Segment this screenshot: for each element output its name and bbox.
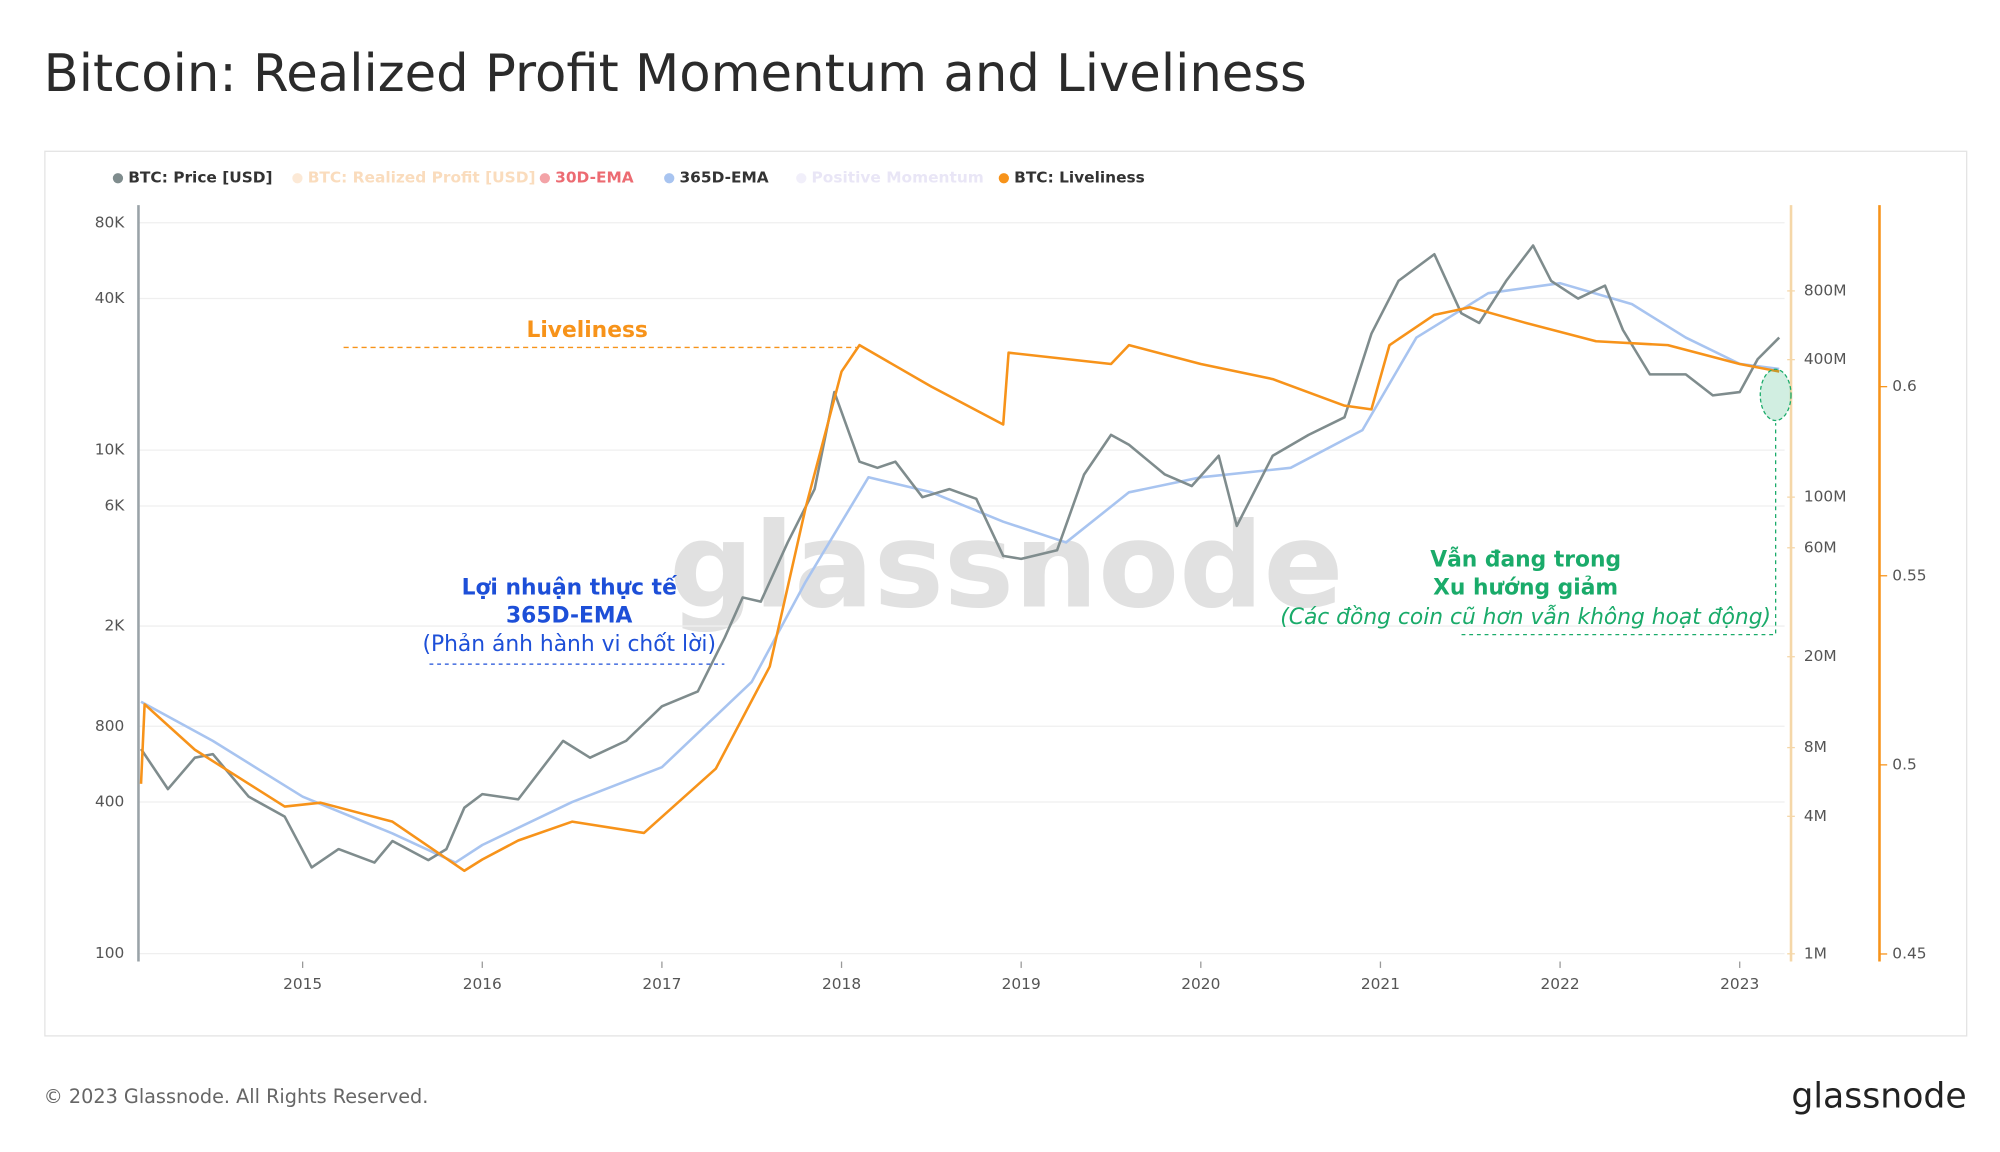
legend-label: Positive Momentum bbox=[812, 169, 984, 187]
y2-tick-label: 8M bbox=[1804, 738, 1827, 756]
y-tick-label: 10K bbox=[95, 441, 126, 459]
y-tick-label: 400 bbox=[95, 793, 124, 811]
x-tick-label: 2023 bbox=[1720, 975, 1759, 993]
y-tick-label: 40K bbox=[95, 289, 126, 307]
x-tick-label: 2018 bbox=[822, 975, 861, 993]
series-line bbox=[139, 306, 1780, 873]
x-tick-label: 2016 bbox=[463, 975, 502, 993]
annotation: (Các đồng coin cũ hơn vẫn không hoạt độn… bbox=[1280, 604, 1771, 630]
y3-tick-label: 0.6 bbox=[1892, 377, 1916, 395]
y-tick-label: 2K bbox=[104, 617, 125, 635]
legend-marker bbox=[796, 173, 807, 184]
chart-title: Bitcoin: Realized Profit Momentum and Li… bbox=[44, 44, 1307, 104]
y3-tick-label: 0.55 bbox=[1892, 566, 1926, 584]
x-tick-label: 2020 bbox=[1181, 975, 1220, 993]
y-tick-label: 80K bbox=[95, 213, 126, 231]
x-tick-label: 2017 bbox=[642, 975, 681, 993]
highlight bbox=[1759, 368, 1792, 422]
y-tick-label: 800 bbox=[95, 717, 124, 735]
annotation: Liveliness bbox=[526, 318, 647, 343]
y3-tick-label: 0.5 bbox=[1892, 755, 1916, 773]
series-line bbox=[140, 281, 1780, 864]
legend-label: BTC: Liveliness bbox=[1014, 169, 1145, 187]
legend-label: BTC: Realized Profit [USD] bbox=[308, 169, 536, 187]
brand-logo: glassnode bbox=[1791, 1076, 1966, 1116]
y-tick-label: 6K bbox=[104, 496, 125, 514]
x-tick-label: 2015 bbox=[283, 975, 322, 993]
chart-frame bbox=[44, 150, 1968, 1037]
legend-label: BTC: Price [USD] bbox=[128, 169, 272, 187]
y2-tick-label: 100M bbox=[1804, 488, 1847, 506]
legend-label: 365D-EMA bbox=[679, 169, 768, 187]
legend-label: 30D-EMA bbox=[555, 169, 634, 187]
watermark: glassnode bbox=[669, 498, 1343, 635]
y2-tick-label: 400M bbox=[1804, 350, 1847, 368]
legend-marker bbox=[292, 173, 303, 184]
series-line bbox=[139, 244, 1781, 869]
y-tick-label: 100 bbox=[95, 944, 124, 962]
annotation: (Phản ánh hành vi chốt lời) bbox=[423, 632, 716, 657]
x-tick-label: 2021 bbox=[1361, 975, 1400, 993]
y2-tick-label: 1M bbox=[1804, 944, 1827, 962]
y2-tick-label: 4M bbox=[1804, 807, 1827, 825]
annotation: 365D-EMA bbox=[506, 604, 633, 629]
annotation: Xu hướng giảm bbox=[1433, 575, 1618, 600]
y3-tick-label: 0.45 bbox=[1892, 944, 1926, 962]
y2-tick-label: 800M bbox=[1804, 281, 1847, 299]
legend-marker bbox=[998, 173, 1009, 184]
annotation: Vẫn đang trong bbox=[1430, 547, 1621, 572]
legend-marker bbox=[664, 173, 675, 184]
legend-marker bbox=[112, 173, 124, 184]
y2-tick-label: 20M bbox=[1804, 647, 1837, 665]
copyright: © 2023 Glassnode. All Rights Reserved. bbox=[44, 1085, 429, 1108]
plot-area: 100 400 800 2K 6K 10K 40K 80K 1M 4M 8M 20M 60M 100M 40… bbox=[95, 169, 1927, 993]
annotation: Lợi nhuận thực tế bbox=[462, 575, 678, 600]
x-tick-label: 2022 bbox=[1541, 975, 1580, 993]
x-tick-label: 2019 bbox=[1002, 975, 1041, 993]
legend-marker bbox=[539, 173, 550, 184]
annotation-line bbox=[1461, 423, 1777, 636]
y2-tick-label: 60M bbox=[1804, 538, 1837, 556]
